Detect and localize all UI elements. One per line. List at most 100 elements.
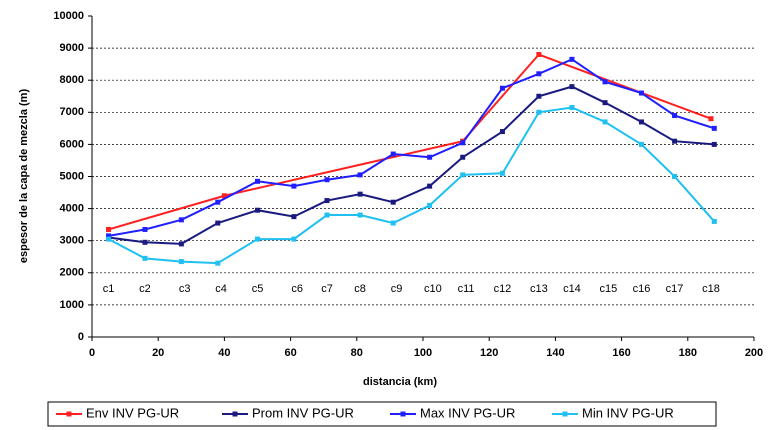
- y-tick-label: 6000: [60, 138, 84, 150]
- x-tick-label: 40: [218, 347, 230, 359]
- x-tick-label: 60: [284, 347, 296, 359]
- point: [427, 202, 433, 208]
- point: [255, 178, 260, 184]
- legend-label: Min INV PG-UR: [582, 405, 674, 420]
- legend-marker: [66, 411, 72, 417]
- point: [142, 239, 148, 245]
- point: [106, 233, 112, 239]
- y-tick-label: 0: [78, 331, 84, 343]
- x-tick-label: 120: [480, 347, 498, 359]
- annotation: c7: [321, 283, 333, 295]
- point: [357, 172, 363, 178]
- point: [215, 220, 221, 226]
- point: [106, 236, 112, 242]
- point: [569, 56, 575, 62]
- y-tick-label: 10000: [53, 10, 84, 22]
- annotation: c9: [391, 283, 403, 295]
- y-tick-label: 9000: [60, 42, 84, 54]
- y-tick-label: 5000: [60, 170, 84, 182]
- legend-box: [47, 401, 717, 427]
- point: [569, 84, 575, 90]
- point: [711, 141, 717, 147]
- point: [499, 129, 505, 135]
- point: [602, 100, 608, 106]
- point: [357, 191, 363, 197]
- point: [324, 198, 330, 204]
- series-line: [108, 106, 716, 265]
- y-tick-label: 3000: [60, 235, 84, 247]
- point: [499, 170, 505, 176]
- point: [178, 241, 184, 247]
- point: [390, 151, 396, 157]
- legend-label: Env INV PG-UR: [86, 405, 179, 420]
- x-tick-label: 0: [89, 347, 95, 359]
- point: [638, 119, 644, 125]
- annotation: c12: [494, 283, 512, 295]
- annotation: c17: [666, 283, 684, 295]
- annotation: c11: [458, 283, 475, 295]
- annotation: c14: [563, 283, 581, 295]
- x-axis-label: distancia (km): [363, 376, 437, 388]
- point: [460, 154, 466, 160]
- point: [221, 193, 227, 199]
- point: [390, 199, 396, 205]
- series-line: [108, 53, 712, 231]
- point: [427, 154, 433, 160]
- x-tick-label: 200: [745, 347, 763, 359]
- x-tick-label: 80: [351, 347, 363, 359]
- x-tick-label: 140: [546, 347, 564, 359]
- point: [711, 218, 717, 224]
- x-tick-label: 100: [414, 347, 432, 359]
- y-tick-label: 2000: [60, 267, 84, 279]
- y-axis-label: espesor de la capa de mezcla (m): [18, 89, 30, 264]
- y-tick-label: 4000: [60, 203, 84, 215]
- annotation: c18: [702, 283, 720, 295]
- point: [536, 109, 542, 115]
- legend-label: Prom INV PG-UR: [252, 405, 354, 420]
- point: [142, 255, 148, 261]
- point: [711, 125, 717, 131]
- annotation: c5: [252, 283, 264, 295]
- point: [215, 199, 221, 205]
- point: [357, 212, 363, 218]
- point: [291, 236, 297, 242]
- point: [460, 172, 466, 178]
- point: [178, 259, 184, 265]
- point: [390, 220, 396, 226]
- point: [427, 183, 433, 189]
- legend-marker: [400, 411, 406, 417]
- annotation: c2: [139, 283, 151, 295]
- point: [499, 85, 505, 91]
- annotation: c10: [424, 283, 442, 295]
- point: [602, 79, 608, 85]
- point: [291, 183, 297, 189]
- legend-marker: [232, 411, 238, 417]
- point: [255, 236, 260, 242]
- point: [602, 119, 608, 125]
- point: [142, 226, 148, 232]
- x-tick-label: 180: [679, 347, 697, 359]
- point: [536, 52, 542, 58]
- y-tick-label: 8000: [60, 74, 84, 86]
- legend-label: Max INV PG-UR: [420, 405, 515, 420]
- point: [536, 93, 542, 99]
- point: [178, 217, 184, 223]
- x-tick-label: 160: [612, 347, 630, 359]
- point: [324, 212, 330, 218]
- point: [638, 90, 644, 96]
- point: [460, 140, 466, 146]
- series-line: [108, 58, 715, 237]
- point: [215, 260, 221, 266]
- point: [672, 174, 678, 179]
- annotation: c6: [291, 283, 303, 295]
- annotation: c1: [103, 283, 115, 295]
- annotation: c3: [179, 283, 191, 295]
- point: [255, 207, 260, 213]
- point: [106, 226, 112, 232]
- y-tick-label: 1000: [60, 299, 84, 311]
- point: [324, 177, 330, 183]
- point: [708, 116, 714, 122]
- point: [291, 214, 297, 220]
- y-tick-label: 7000: [60, 106, 84, 118]
